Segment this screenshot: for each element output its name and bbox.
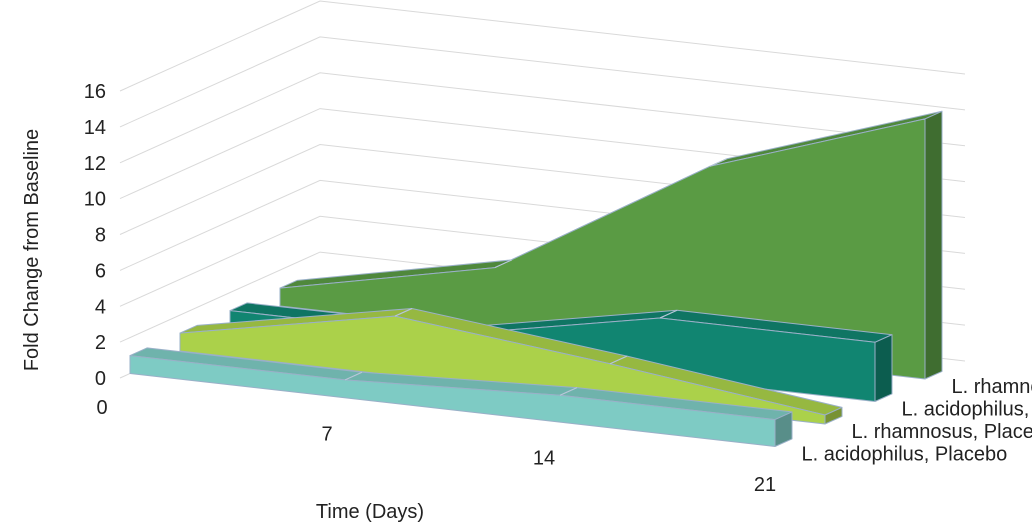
- y-tick-label: 14: [84, 117, 106, 139]
- x-axis-title: Time (Days): [316, 501, 424, 523]
- y-tick-label: 12: [84, 153, 106, 175]
- gridlines: [119, 0, 966, 379]
- series-edge: [659, 309, 678, 319]
- series-label: L. rhamnosus, Treatment: [952, 376, 1032, 398]
- series-edge: [344, 371, 363, 381]
- y-tick-label: 0: [95, 368, 106, 390]
- series-ribbon: [129, 347, 793, 447]
- y-tick-label: 6: [95, 260, 106, 282]
- series-edge: [394, 308, 413, 317]
- series-edge: [494, 259, 513, 269]
- series-label: L. rhamnosus, Placebo: [852, 421, 1032, 443]
- series-edge: [609, 355, 628, 365]
- y-tick-label: 8: [95, 225, 106, 247]
- series-edge: [709, 158, 728, 167]
- series-label: L. acidophilus, Treatment: [902, 399, 1032, 421]
- series-ribbon: [279, 110, 943, 380]
- x-tick-label: 14: [533, 448, 555, 470]
- y-tick-label: 16: [84, 81, 106, 103]
- x-tick-label: 0: [96, 397, 107, 419]
- series-end-face: [924, 110, 943, 380]
- series-ribbons: [129, 110, 943, 447]
- series-edge: [559, 387, 578, 396]
- y-tick-label: 4: [95, 296, 106, 318]
- series-label: L. acidophilus, Placebo: [802, 444, 1008, 466]
- y-axis-ticks: 0 2 4 6 8 10 12 14 16: [84, 81, 106, 390]
- series-end-face: [874, 334, 893, 402]
- y-tick-label: 2: [95, 332, 106, 354]
- gridline: [119, 0, 966, 92]
- gridline: [119, 72, 966, 164]
- y-axis-title: Fold Change from Baseline: [21, 129, 43, 371]
- y-tick-label: 10: [84, 189, 106, 211]
- series-front-face: [129, 355, 776, 447]
- gridline: [119, 36, 966, 128]
- x-axis-ticks: 0 7 14 21: [96, 397, 776, 496]
- x-tick-label: 7: [321, 423, 332, 445]
- x-tick-label: 21: [754, 474, 776, 496]
